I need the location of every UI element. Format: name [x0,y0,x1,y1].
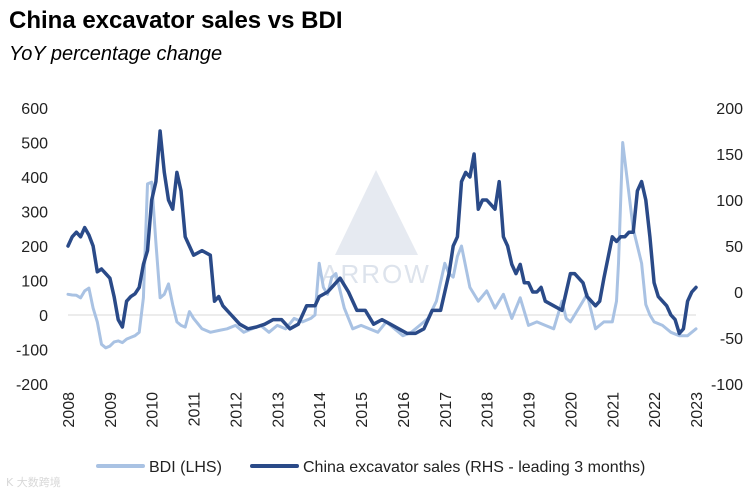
y-right-tick-label: 200 [716,101,743,118]
excavator-series-line [66,129,698,336]
y-left-tick-label: 500 [21,136,48,153]
y-right-tick-label: 50 [725,239,743,256]
y-right-tick-label: 150 [716,147,743,164]
x-tick-label: 2009 [103,392,120,428]
y-left-tick-label: 400 [21,170,48,187]
x-tick-label: 2021 [605,392,622,428]
y-left-tick-label: 600 [21,101,48,118]
chart-title: China excavator sales vs BDI [9,7,343,34]
legend: BDI (LHS) China excavator sales (RHS - le… [96,459,645,476]
y-left-tick-label: 200 [21,239,48,256]
y-left-tick-label: -200 [16,377,48,394]
corner-mark: K 大数跨境 [6,476,61,489]
watermark-sail-shape [335,170,418,255]
legend-label: BDI (LHS) [149,459,222,476]
x-tick-label: 2008 [61,392,78,428]
y-left-tick-label: 0 [39,308,48,325]
x-tick-label: 2019 [522,392,539,428]
series [66,129,698,350]
x-tick-label: 2023 [689,392,706,428]
x-tick-label: 2022 [647,392,664,428]
x-tick-label: 2018 [480,392,497,428]
y-left-tick-label: 100 [21,274,48,291]
x-tick-label: 2016 [396,392,413,428]
x-tick-label: 2010 [145,392,162,428]
x-axis: 2008 2009 2010 2011 2012 2013 2014 2015 2016 2017… [61,392,706,428]
y-right-tick-label: 0 [734,285,743,302]
x-tick-label: 2017 [438,392,455,428]
y-axis-right: 200 150 100 50 0 -50 -100 [711,101,743,394]
y-axis-left: 600 500 400 300 200 100 0 -100 -200 [16,101,48,394]
x-tick-label: 2012 [228,392,245,428]
bdi-series-line [66,141,698,350]
y-right-tick-label: -100 [711,377,743,394]
x-tick-label: 2013 [270,392,287,428]
x-tick-label: 2011 [187,392,204,427]
x-tick-label: 2014 [312,392,329,428]
y-left-tick-label: 300 [21,205,48,222]
y-right-tick-label: 100 [716,193,743,210]
y-left-tick-label: -100 [16,343,48,360]
watermark-logo: ARROW [321,170,429,289]
x-tick-label: 2020 [563,392,580,428]
x-tick-label: 2015 [354,392,371,428]
legend-label: China excavator sales (RHS - leading 3 m… [303,459,645,476]
chart-subtitle: YoY percentage change [9,43,223,65]
y-right-tick-label: -50 [720,331,743,348]
